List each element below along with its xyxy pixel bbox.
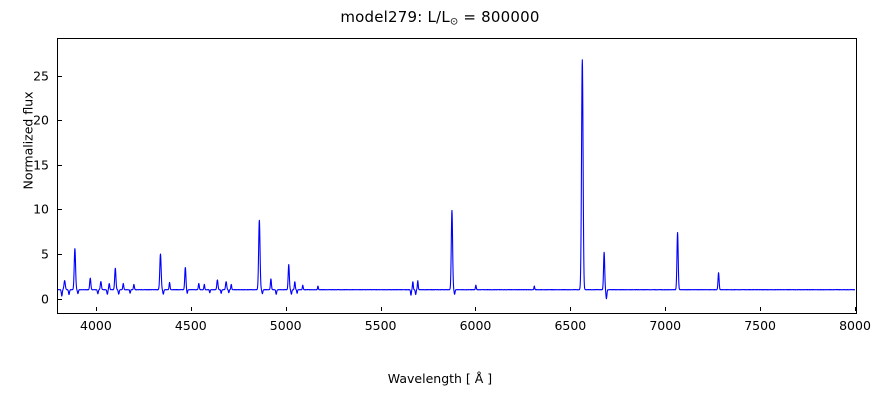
y-tick-mark	[58, 209, 62, 211]
spectrum-plot-canvas	[58, 39, 855, 312]
y-tick-mark	[58, 164, 62, 166]
x-tick-mark	[95, 307, 97, 311]
x-tick-mark	[570, 307, 572, 311]
y-tick-mark	[58, 120, 62, 122]
x-tick-mark	[665, 307, 667, 311]
y-tick-label: 20	[33, 112, 49, 128]
x-tick-mark	[285, 307, 287, 311]
x-tick-mark	[190, 307, 192, 311]
chart-title-main: model279: L/L	[340, 8, 450, 26]
y-tick-label: 25	[33, 68, 49, 84]
chart-title-tail: = 800000	[458, 8, 540, 26]
x-tick-mark	[380, 307, 382, 311]
y-tick-label: 15	[33, 157, 49, 173]
y-tick-mark	[58, 254, 62, 255]
spectrum-line	[58, 59, 855, 300]
x-tick-label: 6500	[554, 318, 587, 333]
chart-title: model279: L/L⊙ = 800000	[0, 8, 880, 28]
x-tick-label: 7000	[649, 318, 682, 333]
plot-area	[57, 38, 857, 314]
y-tick-label: 5	[41, 246, 49, 262]
x-tick-mark	[475, 307, 477, 311]
x-tick-mark	[760, 307, 762, 311]
solar-symbol-subscript: ⊙	[449, 16, 459, 28]
y-tick-mark	[58, 298, 62, 300]
x-tick-label: 5000	[269, 318, 302, 333]
y-tick-mark	[58, 75, 62, 77]
spectrum-svg	[58, 59, 855, 300]
y-axis-label: Normalized flux	[20, 91, 36, 190]
y-tick-label: 10	[33, 201, 49, 217]
x-tick-label: 4500	[174, 318, 207, 333]
x-axis-label: Wavelength [ Å ]	[387, 371, 493, 386]
x-tick-label: 8000	[839, 318, 871, 333]
x-tick-label: 6000	[459, 318, 492, 333]
x-tick-label: 4000	[80, 318, 112, 333]
x-tick-label: 7500	[744, 318, 777, 333]
x-tick-label: 5500	[364, 318, 397, 333]
y-tick-label: 0	[41, 291, 49, 307]
x-tick-mark	[855, 307, 856, 311]
